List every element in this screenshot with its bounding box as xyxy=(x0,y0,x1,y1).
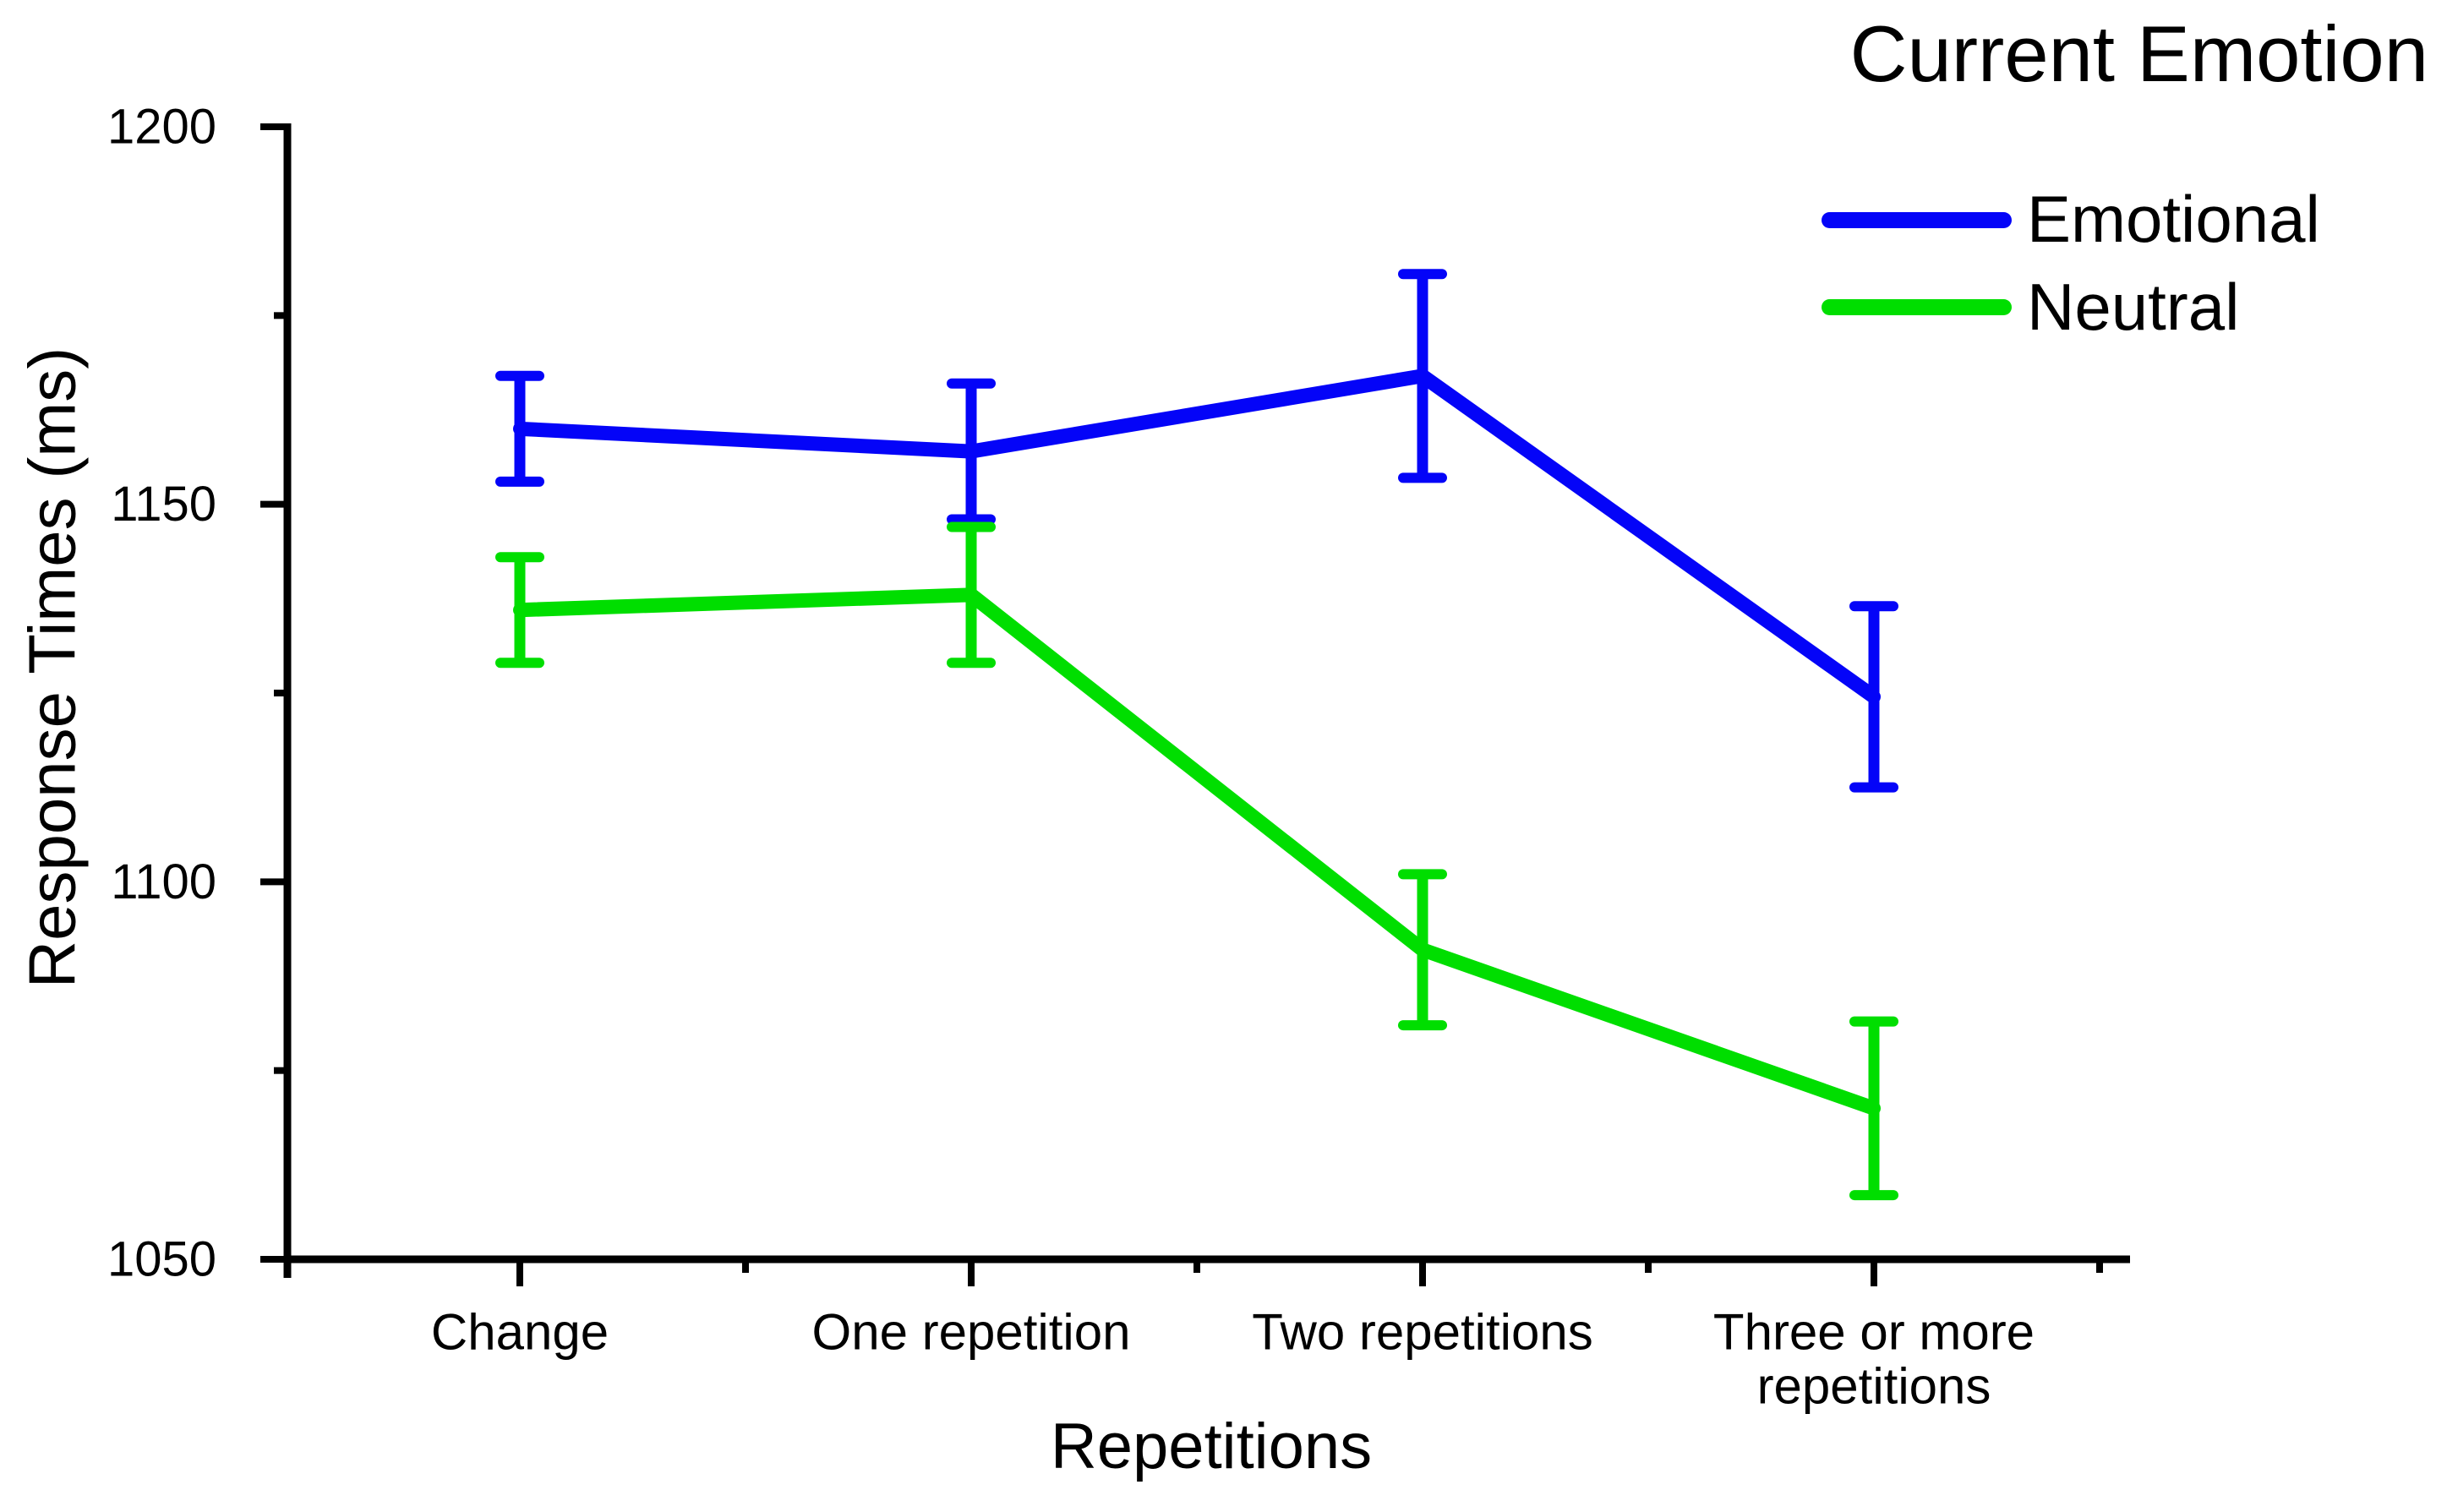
y-tick-label: 1150 xyxy=(111,477,216,532)
legend-title: Current Emotion xyxy=(1849,9,2428,98)
y-tick-label: 1050 xyxy=(107,1232,216,1287)
y-tick-label: 1100 xyxy=(111,854,216,909)
legend-items: Emotional Neutral xyxy=(1822,182,2428,345)
legend: Current Emotion Emotional Neutral xyxy=(1701,10,2428,346)
x-tick-label: Three or more xyxy=(1713,1304,2035,1361)
legend-label: Emotional xyxy=(2027,182,2320,257)
x-tick-label: One repetition xyxy=(812,1304,1131,1361)
y-tick-label: 1200 xyxy=(107,100,216,155)
data-point-marker xyxy=(513,603,527,617)
data-point-marker xyxy=(964,587,978,602)
series-line-neutral xyxy=(519,587,1876,1116)
x-tick-label: Two repetitions xyxy=(1252,1304,1593,1361)
y-axis-title: Response Times (ms) xyxy=(14,347,90,989)
legend-label: Neutral xyxy=(2027,270,2240,345)
series-line-emotional xyxy=(519,368,1878,703)
data-point-marker xyxy=(1416,368,1429,383)
legend-item-neutral: Neutral xyxy=(1822,270,2428,346)
data-point-marker xyxy=(964,445,978,459)
data-point-marker xyxy=(1867,1101,1881,1116)
data-point-marker xyxy=(1416,942,1429,957)
x-tick-label: repetitions xyxy=(1757,1358,1991,1415)
data-point-marker xyxy=(1867,690,1881,704)
x-axis-title: Repetitions xyxy=(1050,1411,1373,1482)
data-point-marker xyxy=(513,422,527,436)
legend-item-emotional: Emotional xyxy=(1822,182,2428,258)
x-tick-label: Change xyxy=(431,1304,609,1361)
legend-swatch-neutral xyxy=(1822,299,2012,316)
legend-swatch-emotional xyxy=(1822,211,2012,228)
